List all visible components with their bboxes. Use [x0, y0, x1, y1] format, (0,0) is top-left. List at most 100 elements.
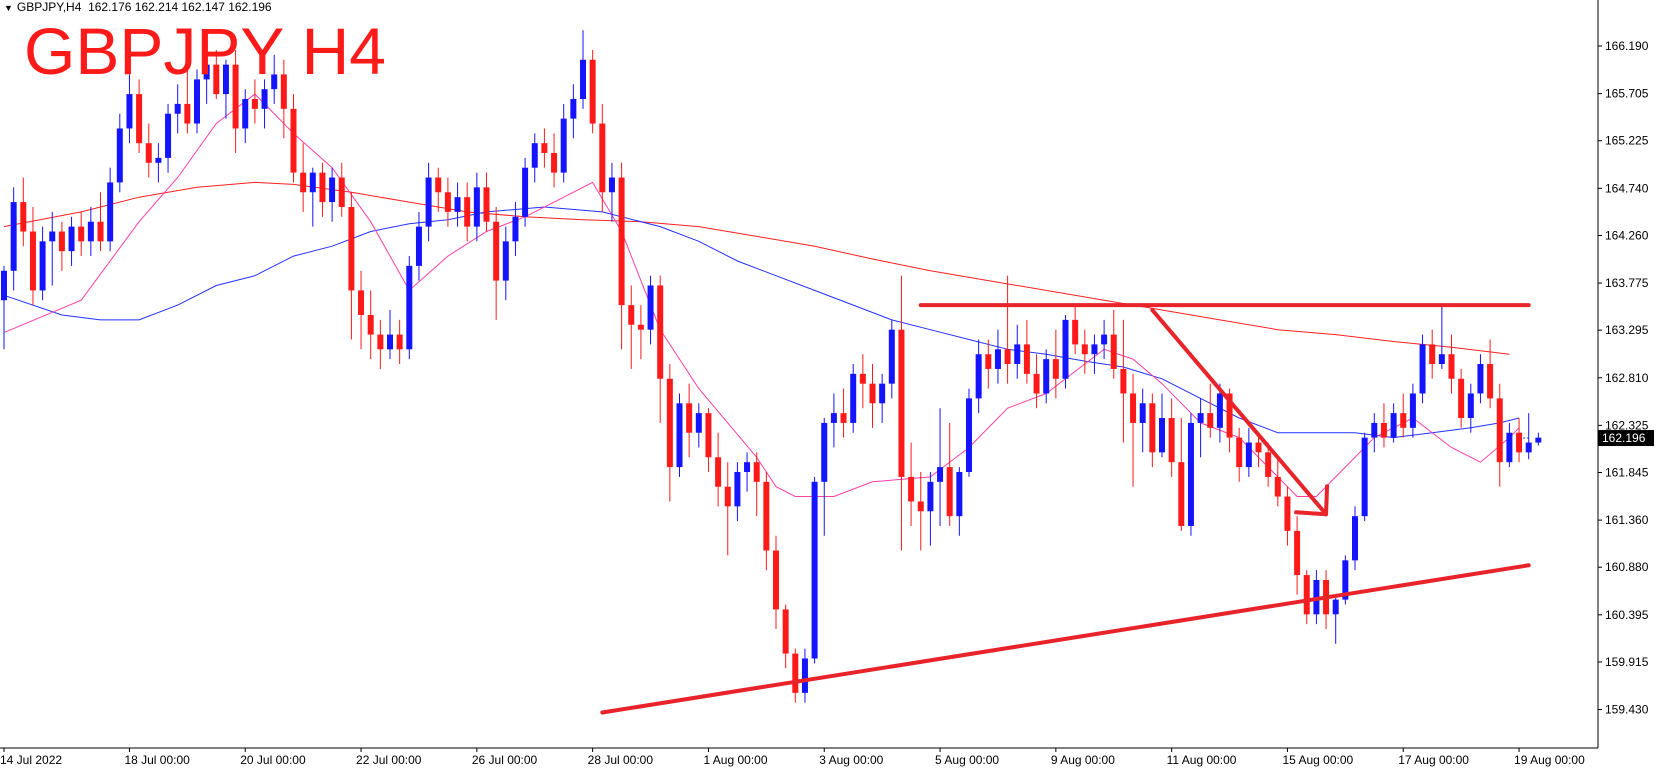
bull-candle	[888, 319, 895, 399]
bear-candle	[1052, 329, 1059, 399]
candle-body	[676, 403, 683, 468]
bull-candle	[1419, 334, 1426, 404]
bear-candle	[1023, 319, 1030, 384]
bull-candle	[1467, 383, 1474, 433]
bull-candle	[1043, 349, 1050, 404]
bull-candle	[155, 143, 162, 183]
bull-candle	[1438, 305, 1445, 369]
bear-candle	[300, 143, 307, 212]
bull-candle	[570, 84, 577, 139]
bull-candle	[1535, 432, 1542, 446]
candle-body	[551, 152, 558, 173]
bull-candle	[1352, 506, 1358, 571]
bear-candle	[763, 472, 770, 571]
bear-candle	[1120, 319, 1127, 443]
bear-candle	[290, 94, 297, 183]
bull-candle	[801, 648, 808, 703]
price-tag-label: 162.196	[1602, 431, 1646, 445]
bear-candle	[338, 162, 345, 217]
bear-candle	[319, 162, 326, 217]
bull-candle	[261, 79, 268, 129]
candle-body	[136, 94, 143, 144]
current-price-tag: 162.196	[1523, 430, 1654, 447]
bear-candle	[773, 535, 779, 630]
candle-body	[396, 334, 403, 350]
ohlc-values: 162.176 162.214 162.147 162.196	[88, 0, 272, 14]
candle-body	[1052, 359, 1059, 379]
bull-candle	[850, 364, 857, 433]
candle-body	[695, 413, 702, 433]
candle-body	[1448, 354, 1455, 379]
bear-candle	[1284, 486, 1291, 546]
bull-candle	[734, 462, 741, 522]
candle-body	[715, 457, 722, 487]
bear-candle	[1236, 427, 1243, 482]
candle-body	[966, 398, 972, 473]
bear-candle	[377, 319, 384, 369]
bear-candle	[541, 128, 548, 168]
ma-mid-line	[3, 206, 1520, 439]
candle-body	[850, 373, 857, 423]
bear-candle	[58, 221, 65, 271]
candle-body	[309, 172, 316, 193]
candle-body	[560, 118, 567, 173]
bull-candle	[580, 30, 586, 109]
bear-candle	[946, 422, 953, 526]
candle-body	[107, 182, 114, 242]
candle-body	[435, 177, 442, 193]
candle-body	[1274, 476, 1281, 497]
candle-body	[10, 202, 17, 271]
candle-body	[637, 324, 644, 330]
candle-body	[859, 373, 866, 384]
bull-candle	[1506, 422, 1513, 468]
bear-candle	[1130, 373, 1137, 487]
bear-candle	[78, 211, 85, 257]
bull-candle	[1014, 324, 1021, 379]
candle-body	[271, 74, 278, 90]
candle-body	[782, 609, 789, 654]
bear-candle	[753, 452, 760, 517]
candle-body	[222, 64, 229, 95]
bear-candle	[280, 59, 287, 139]
candle-body	[1033, 373, 1040, 394]
bear-candle	[1400, 393, 1407, 438]
candle-body	[1477, 364, 1484, 394]
candle-body	[869, 383, 876, 404]
bull-candle	[1, 265, 7, 350]
candle-body	[1245, 442, 1252, 468]
bull-candle	[1101, 319, 1108, 360]
dropdown-triangle-icon[interactable]: ▼	[4, 3, 13, 13]
candle-body	[589, 59, 596, 124]
bull-candle	[811, 476, 818, 664]
bear-candle	[908, 442, 915, 526]
candle-body	[1265, 452, 1272, 477]
candle-body	[618, 177, 625, 306]
candle-body	[1187, 422, 1194, 526]
bull-candle	[222, 59, 229, 119]
price-tag-box	[1598, 430, 1654, 447]
candle-body	[194, 79, 200, 124]
bull-candle	[1332, 594, 1339, 644]
candle-body	[1516, 432, 1523, 453]
candle-body	[319, 172, 326, 203]
candle-body	[917, 501, 924, 512]
time-tick-label: 18 Jul 00:00	[124, 753, 190, 767]
candle-body	[261, 89, 268, 109]
candle-body	[1487, 364, 1494, 399]
price-axis: 166.190 165.705 165.225 164.740 164.260 163.7…	[1597, 0, 1649, 748]
bull-candle	[502, 226, 509, 301]
candle-body	[425, 177, 432, 227]
candle-body	[97, 221, 104, 242]
bull-candle	[49, 211, 56, 286]
bear-candle	[1516, 418, 1523, 463]
time-tick-label: 14 Jul 2022	[0, 753, 62, 767]
bear-candle	[1004, 275, 1011, 384]
candle-body	[1110, 334, 1117, 369]
candle-body	[155, 157, 162, 163]
bull-candle	[1187, 413, 1194, 536]
candle-body	[1352, 516, 1358, 561]
time-tick-label: 9 Aug 00:00	[1051, 753, 1115, 767]
bear-candle	[1487, 339, 1494, 409]
bear-candle	[1303, 570, 1310, 625]
